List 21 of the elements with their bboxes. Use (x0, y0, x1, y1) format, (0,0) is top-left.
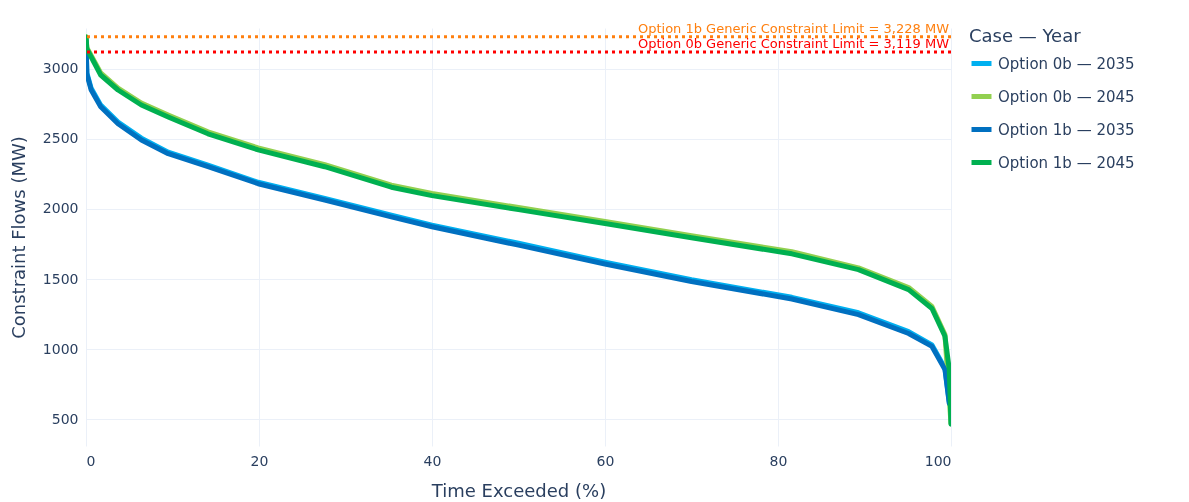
legend-label: Option 1b — 2045 (998, 153, 1135, 172)
y-tick-label: 3000 (42, 60, 79, 77)
y-axis-title: Constraint Flows (MW) (7, 136, 29, 339)
y-tick-label: 1000 (42, 340, 79, 357)
x-tick-label: 80 (769, 452, 788, 469)
x-tick-label: 20 (250, 452, 269, 469)
x-tick-label: 0 (86, 452, 96, 469)
legend-label: Option 0b — 2045 (998, 87, 1135, 106)
y-tick-label: 1500 (42, 270, 79, 287)
y-tick-label: 2000 (42, 200, 79, 217)
legend-title: Case — Year (969, 25, 1082, 46)
x-tick-label: 100 (924, 452, 952, 469)
ref-line-label: Option 0b Generic Constraint Limit = 3,119 MW (637, 35, 950, 51)
y-tick-label: 2500 (42, 130, 79, 147)
x-axis-title: Time Exceeded (%) (430, 479, 607, 501)
y-tick-label: 500 (51, 410, 79, 427)
legend-label: Option 1b — 2035 (998, 120, 1135, 139)
legend-label: Option 0b — 2035 (998, 54, 1135, 73)
ref-line-label: Option 1b Generic Constraint Limit = 3,228 MW (637, 20, 950, 36)
x-tick-label: 40 (423, 452, 442, 469)
x-tick-label: 60 (596, 452, 615, 469)
